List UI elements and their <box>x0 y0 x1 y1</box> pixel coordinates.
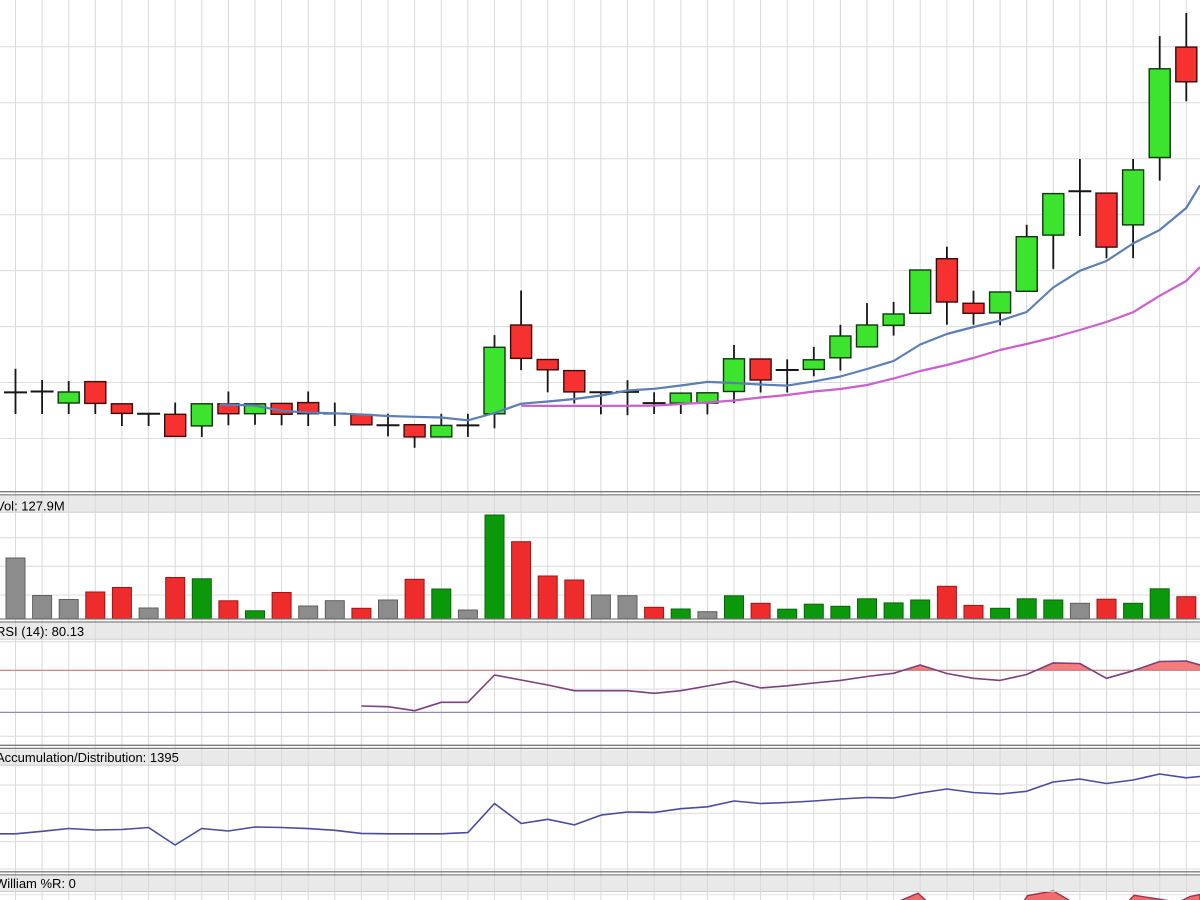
svg-text:Vol: 127.9M: Vol: 127.9M <box>0 499 65 514</box>
svg-text:RSI (14): 80.13: RSI (14): 80.13 <box>0 624 84 639</box>
svg-text:Accumulation/Distribution: 139: Accumulation/Distribution: 1395 <box>0 750 179 765</box>
svg-text:William %R: 0: William %R: 0 <box>0 876 76 891</box>
